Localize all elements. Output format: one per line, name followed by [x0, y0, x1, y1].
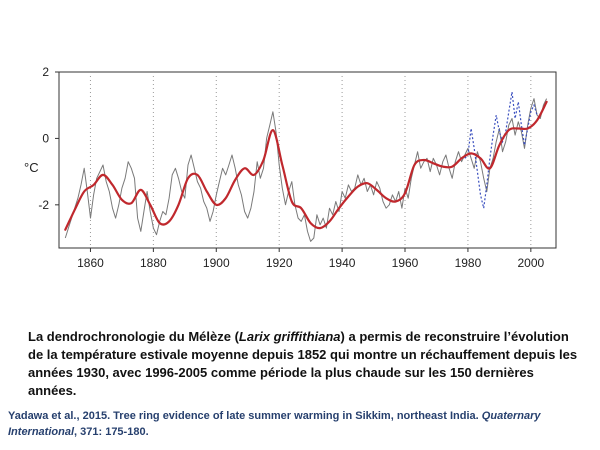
citation-volume-pages: , 371: 175-180. — [74, 426, 149, 438]
y-tick-label: 0 — [42, 131, 49, 145]
figure-caption: La dendrochronologie du Mélèze (Larix gr… — [28, 328, 580, 400]
series-lines — [64, 91, 548, 242]
caption-text-part2: ) a permis de reconstruire l’évolution d… — [28, 329, 578, 398]
y-axis-unit-label: °C — [24, 160, 39, 175]
x-tick-label: 1880 — [140, 256, 167, 270]
x-tick-label: 1860 — [77, 256, 104, 270]
axes: 1860 1880 1900 1920 1940 1960 1980 2000 2 0 -2 — [38, 65, 544, 270]
x-tick-label: 1940 — [329, 256, 356, 270]
citation-journal: Quaternary International — [8, 410, 541, 438]
x-tick-label: 1960 — [392, 256, 419, 270]
x-tick-label: 1980 — [455, 256, 482, 270]
x-tick-label: 2000 — [517, 256, 544, 270]
caption-species-name: Larix griffithiana — [238, 329, 341, 344]
temperature-chart: 1860 1880 1900 1920 1940 1960 1980 2000 2 0 -2 °C — [24, 65, 557, 270]
series-annual-line — [64, 98, 548, 242]
citation-authors-title: Yadawa et al., 2015. Tree ring evidence … — [8, 410, 482, 422]
x-tick-label: 1920 — [266, 256, 293, 270]
series-smoothed-line — [64, 100, 548, 231]
y-tick-label: 2 — [42, 65, 49, 79]
y-tick-label: -2 — [38, 198, 49, 212]
caption-text-part1: La dendrochronologie du Mélèze ( — [28, 329, 239, 344]
reference-citation: Yadawa et al., 2015. Tree ring evidence … — [8, 408, 583, 440]
x-tick-label: 1900 — [203, 256, 230, 270]
